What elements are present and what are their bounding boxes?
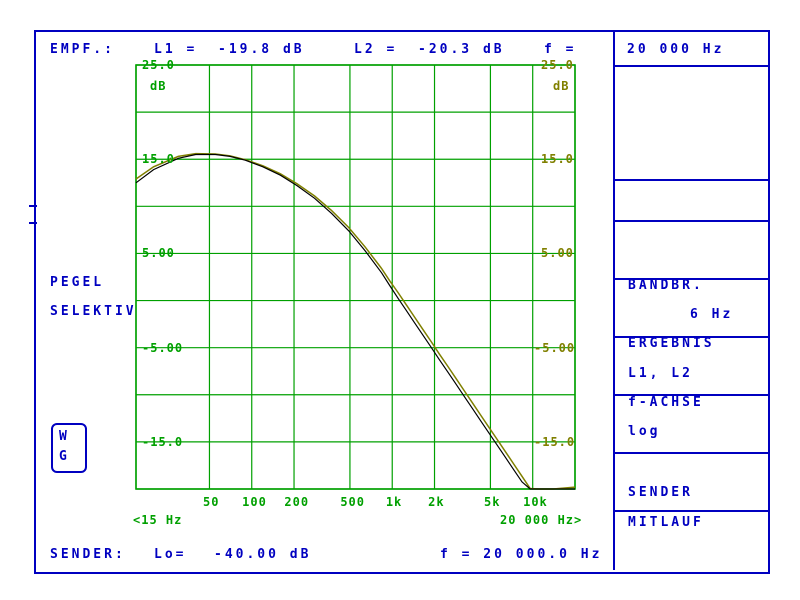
axis-label: 25.0 (541, 58, 574, 72)
axis-label: <15 Hz (133, 513, 182, 527)
axis-label: dB (553, 79, 569, 93)
axis-label: -15.0 (142, 435, 183, 449)
axis-label: dB (150, 79, 166, 93)
axis-label: 100 (242, 495, 267, 509)
axis-label: 5.00 (541, 246, 574, 260)
axis-label: 500 (340, 495, 365, 509)
axis-label: 2k (428, 495, 444, 509)
axis-label: -5.00 (142, 341, 183, 355)
axis-label: 15.0 (541, 152, 574, 166)
axis-label: 5k (484, 495, 500, 509)
axis-label: 1k (386, 495, 402, 509)
axis-label: 50 (203, 495, 219, 509)
axis-label: 20 000 Hz> (500, 513, 582, 527)
axis-label: 200 (284, 495, 309, 509)
axis-label: -15.0 (534, 435, 575, 449)
axis-label: 5.00 (142, 246, 175, 260)
chart-plot (0, 0, 800, 600)
axis-label: 10k (523, 495, 548, 509)
axis-label: 25.0 (142, 58, 175, 72)
axis-label: -5.00 (534, 341, 575, 355)
axis-label: 15.0 (142, 152, 175, 166)
